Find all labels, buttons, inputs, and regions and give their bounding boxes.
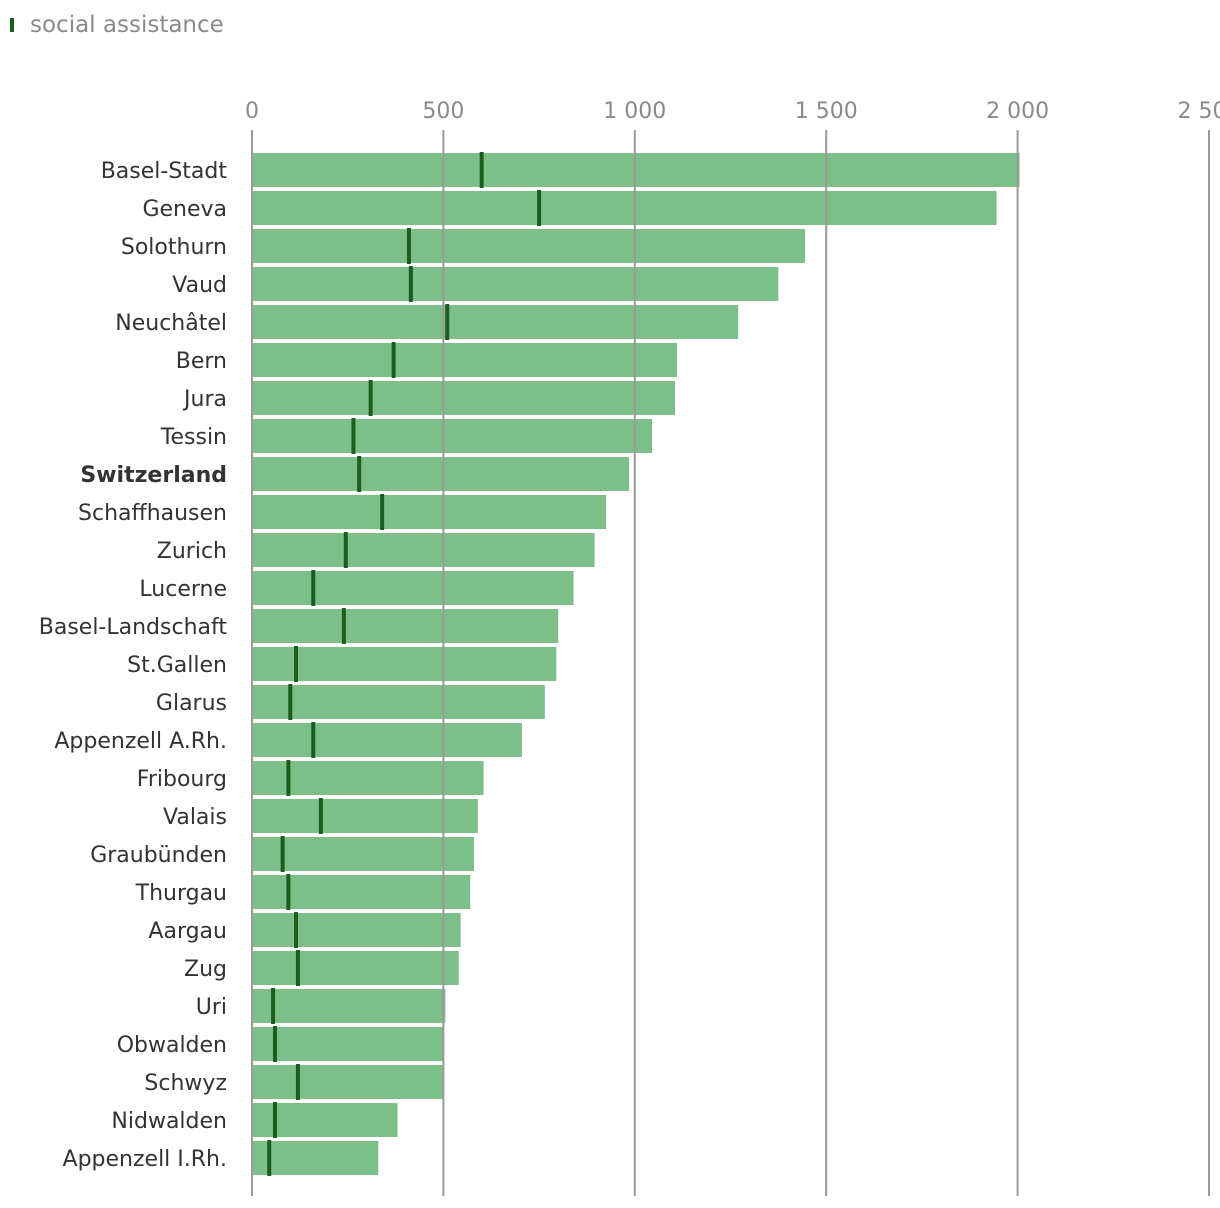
- marker: [380, 494, 385, 530]
- marker: [391, 342, 396, 378]
- marker: [267, 1140, 272, 1176]
- bar: [252, 533, 595, 567]
- category-label: Solothurn: [121, 235, 227, 260]
- category-label: Appenzell A.Rh.: [54, 729, 227, 754]
- marker: [295, 1064, 300, 1100]
- marker: [272, 1026, 277, 1062]
- bar: [252, 951, 459, 985]
- bar: [252, 267, 779, 301]
- marker: [286, 760, 291, 796]
- marker: [294, 912, 299, 948]
- x-tick-label: 0: [245, 99, 259, 124]
- bar: [252, 723, 522, 757]
- marker: [341, 608, 346, 644]
- marker: [357, 456, 362, 492]
- category-label: Zurich: [157, 539, 227, 564]
- marker: [286, 874, 291, 910]
- marker: [368, 380, 373, 416]
- category-label: Jura: [182, 387, 227, 412]
- category-label: Bern: [176, 349, 227, 374]
- category-label: Switzerland: [80, 463, 227, 488]
- bar: [252, 647, 557, 681]
- legend-swatch: [10, 18, 14, 32]
- x-tick-label: 1 500: [795, 99, 858, 124]
- marker: [311, 722, 316, 758]
- x-tick-label: 1 000: [603, 99, 666, 124]
- marker: [406, 228, 411, 264]
- marker: [343, 532, 348, 568]
- category-label: Aargau: [148, 919, 227, 944]
- bar: [252, 457, 630, 491]
- bar: [252, 191, 997, 225]
- marker: [288, 684, 293, 720]
- category-label: Vaud: [172, 273, 227, 298]
- category-label: Obwalden: [117, 1033, 227, 1058]
- legend-label: social assistance: [30, 12, 224, 38]
- bar: [252, 761, 484, 795]
- category-label: Tessin: [160, 425, 227, 450]
- marker: [408, 266, 413, 302]
- bar: [252, 495, 607, 529]
- bar: [252, 419, 653, 453]
- category-label: Zug: [184, 957, 227, 982]
- marker: [445, 304, 450, 340]
- bar: [252, 343, 677, 377]
- marker: [479, 152, 484, 188]
- bar: [252, 875, 471, 909]
- category-label: Glarus: [156, 691, 227, 716]
- category-label: Nidwalden: [111, 1109, 227, 1134]
- bar: [252, 609, 559, 643]
- marker: [311, 570, 316, 606]
- marker: [294, 646, 299, 682]
- category-label: St.Gallen: [127, 653, 227, 678]
- marker: [351, 418, 356, 454]
- x-tick-label: 2 000: [986, 99, 1049, 124]
- bar: [252, 913, 461, 947]
- category-label: Valais: [163, 805, 227, 830]
- category-label: Graubünden: [90, 843, 227, 868]
- category-label: Appenzell I.Rh.: [63, 1147, 227, 1172]
- bar: [252, 685, 545, 719]
- category-label: Schaffhausen: [78, 501, 227, 526]
- category-label: Basel-Landschaft: [39, 615, 228, 640]
- bar: [252, 381, 675, 415]
- bar: [252, 837, 475, 871]
- bar: [252, 305, 739, 339]
- marker: [280, 836, 285, 872]
- bar: [252, 1065, 444, 1099]
- bar: [252, 1027, 444, 1061]
- category-label: Basel-Stadt: [101, 159, 228, 184]
- category-label: Geneva: [142, 197, 227, 222]
- bar: [252, 989, 446, 1023]
- category-label: Thurgau: [135, 881, 227, 906]
- bar: [252, 799, 478, 833]
- category-label: Neuchâtel: [115, 311, 227, 336]
- marker: [318, 798, 323, 834]
- x-tick-label: 2 500: [1178, 99, 1220, 124]
- marker: [271, 988, 276, 1024]
- marker: [272, 1102, 277, 1138]
- bar: [252, 229, 806, 263]
- category-label: Schwyz: [144, 1071, 227, 1096]
- category-label: Fribourg: [137, 767, 227, 792]
- x-tick-label: 500: [422, 99, 464, 124]
- category-label: Uri: [196, 995, 227, 1020]
- marker: [295, 950, 300, 986]
- marker: [537, 190, 542, 226]
- bar: [252, 571, 574, 605]
- category-label: Lucerne: [139, 577, 227, 602]
- legend: social assistance: [10, 10, 224, 40]
- bar: [252, 1141, 379, 1175]
